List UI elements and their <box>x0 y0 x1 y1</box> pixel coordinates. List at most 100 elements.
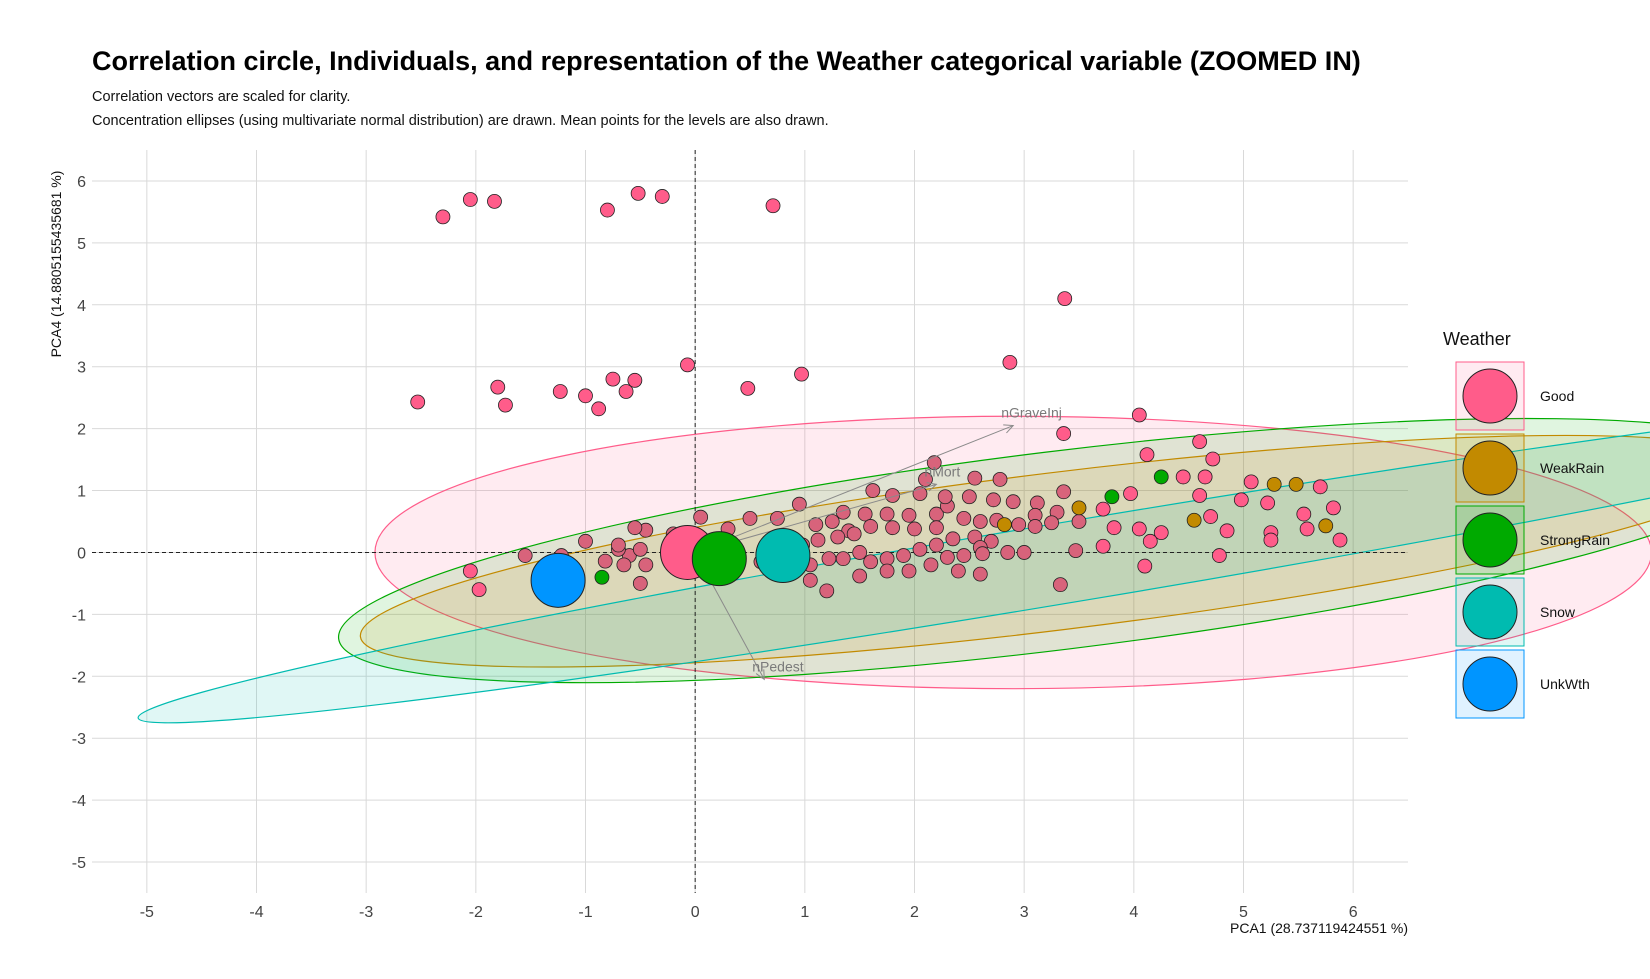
point-good <box>907 521 922 537</box>
legend-label-strongrain: StrongRain <box>1540 532 1610 548</box>
point-good <box>1219 523 1235 539</box>
legend-label-snow: Snow <box>1540 604 1576 620</box>
legend-key-symbol-strongrain <box>1462 512 1518 568</box>
y-tick-label: -1 <box>72 607 86 624</box>
point-good <box>1137 558 1153 574</box>
point-good <box>901 507 917 523</box>
point-good <box>992 471 1008 487</box>
chart-subtitle-line-2: Concentration ellipses (using multivaria… <box>92 113 829 129</box>
point-good <box>1260 495 1276 511</box>
legend-key-symbol-weakrain <box>1462 440 1518 496</box>
point-good <box>923 557 939 573</box>
point-good <box>1052 577 1068 593</box>
point-good <box>1203 509 1218 524</box>
y-tick-label: 0 <box>77 545 86 562</box>
vector-label-nPedest: nPedest <box>752 658 803 674</box>
point-good <box>1192 488 1208 503</box>
point-good <box>1016 545 1032 560</box>
level-mean-points <box>530 524 811 608</box>
point-good <box>597 553 613 569</box>
point-good <box>1312 479 1328 495</box>
point-good <box>770 511 785 526</box>
point-good <box>950 563 966 579</box>
point-good <box>1095 538 1111 554</box>
point-good <box>1056 484 1072 500</box>
y-tick-label: 1 <box>77 484 86 501</box>
point-good <box>972 514 988 529</box>
point-good <box>1332 532 1348 548</box>
point-good <box>912 541 928 557</box>
point-good <box>487 193 502 209</box>
point-good <box>627 372 643 388</box>
point-good <box>616 557 632 573</box>
legend-label-unkwth: UnkWth <box>1540 676 1590 692</box>
x-tick-label: 2 <box>910 904 919 921</box>
point-good <box>1106 520 1122 536</box>
x-tick-label: 5 <box>1239 904 1248 921</box>
point-good <box>1205 451 1221 467</box>
point-good <box>929 520 944 536</box>
vector-label-nMort: nMort <box>924 463 960 479</box>
point-weakrain <box>1186 512 1202 528</box>
point-good <box>605 371 621 387</box>
y-axis-label: PCA4 (14.8805155435681 %) <box>48 171 64 358</box>
x-tick-label: 3 <box>1020 904 1029 921</box>
point-good <box>1296 506 1312 522</box>
point-good <box>1027 519 1043 534</box>
point-good <box>1029 495 1045 511</box>
point-strongrain <box>1153 469 1169 485</box>
legend: Weather Good WeakRain StrongRain Snow UnkWth <box>1443 329 1610 719</box>
point-good <box>835 551 851 567</box>
point-good <box>1175 469 1191 485</box>
vector-label-nGraveInj: nGraveInj <box>1001 405 1062 421</box>
point-good <box>810 532 826 548</box>
point-good <box>654 189 670 204</box>
point-good <box>632 541 648 557</box>
point-good <box>1131 521 1147 537</box>
point-good <box>1011 517 1027 532</box>
point-good <box>462 192 478 207</box>
point-good <box>885 520 900 536</box>
point-good <box>611 537 626 553</box>
point-good <box>972 566 988 582</box>
point-good <box>852 568 868 584</box>
point-good <box>462 563 478 579</box>
point-good <box>846 526 862 542</box>
point-good <box>945 531 961 547</box>
y-tick-label: -4 <box>72 793 86 810</box>
point-good <box>794 366 809 382</box>
point-good <box>1002 354 1018 370</box>
x-tick-label: -5 <box>140 904 154 921</box>
point-good <box>824 514 840 529</box>
point-weakrain <box>1071 500 1087 516</box>
y-tick-label: -2 <box>72 669 86 686</box>
point-good <box>929 537 944 553</box>
x-tick-label: -3 <box>359 904 373 921</box>
point-good <box>578 388 593 404</box>
point-good <box>879 563 895 579</box>
vector-nGraveInj <box>694 425 1014 553</box>
point-good <box>552 384 568 399</box>
x-tick-label: 4 <box>1129 904 1138 921</box>
point-good <box>896 548 911 563</box>
point-good <box>926 455 942 471</box>
y-tick-label: 3 <box>77 360 86 377</box>
point-weakrain <box>997 517 1012 532</box>
point-good <box>498 397 513 413</box>
chart-subtitle-line-1: Correlation vectors are scaled for clari… <box>92 89 350 105</box>
point-good <box>1197 469 1213 485</box>
point-good <box>600 202 615 218</box>
legend-title: Weather <box>1443 329 1511 349</box>
point-good <box>967 470 983 486</box>
y-tick-label: -5 <box>72 855 86 872</box>
point-good <box>693 509 709 525</box>
legend-key-symbol-good <box>1462 368 1518 424</box>
x-tick-label: 0 <box>691 904 700 921</box>
point-good <box>863 554 879 570</box>
point-good <box>879 551 895 567</box>
vector-arrowhead-nPedest <box>755 669 765 681</box>
point-good <box>1095 501 1111 517</box>
point-good <box>802 572 818 588</box>
point-good <box>1326 500 1341 516</box>
